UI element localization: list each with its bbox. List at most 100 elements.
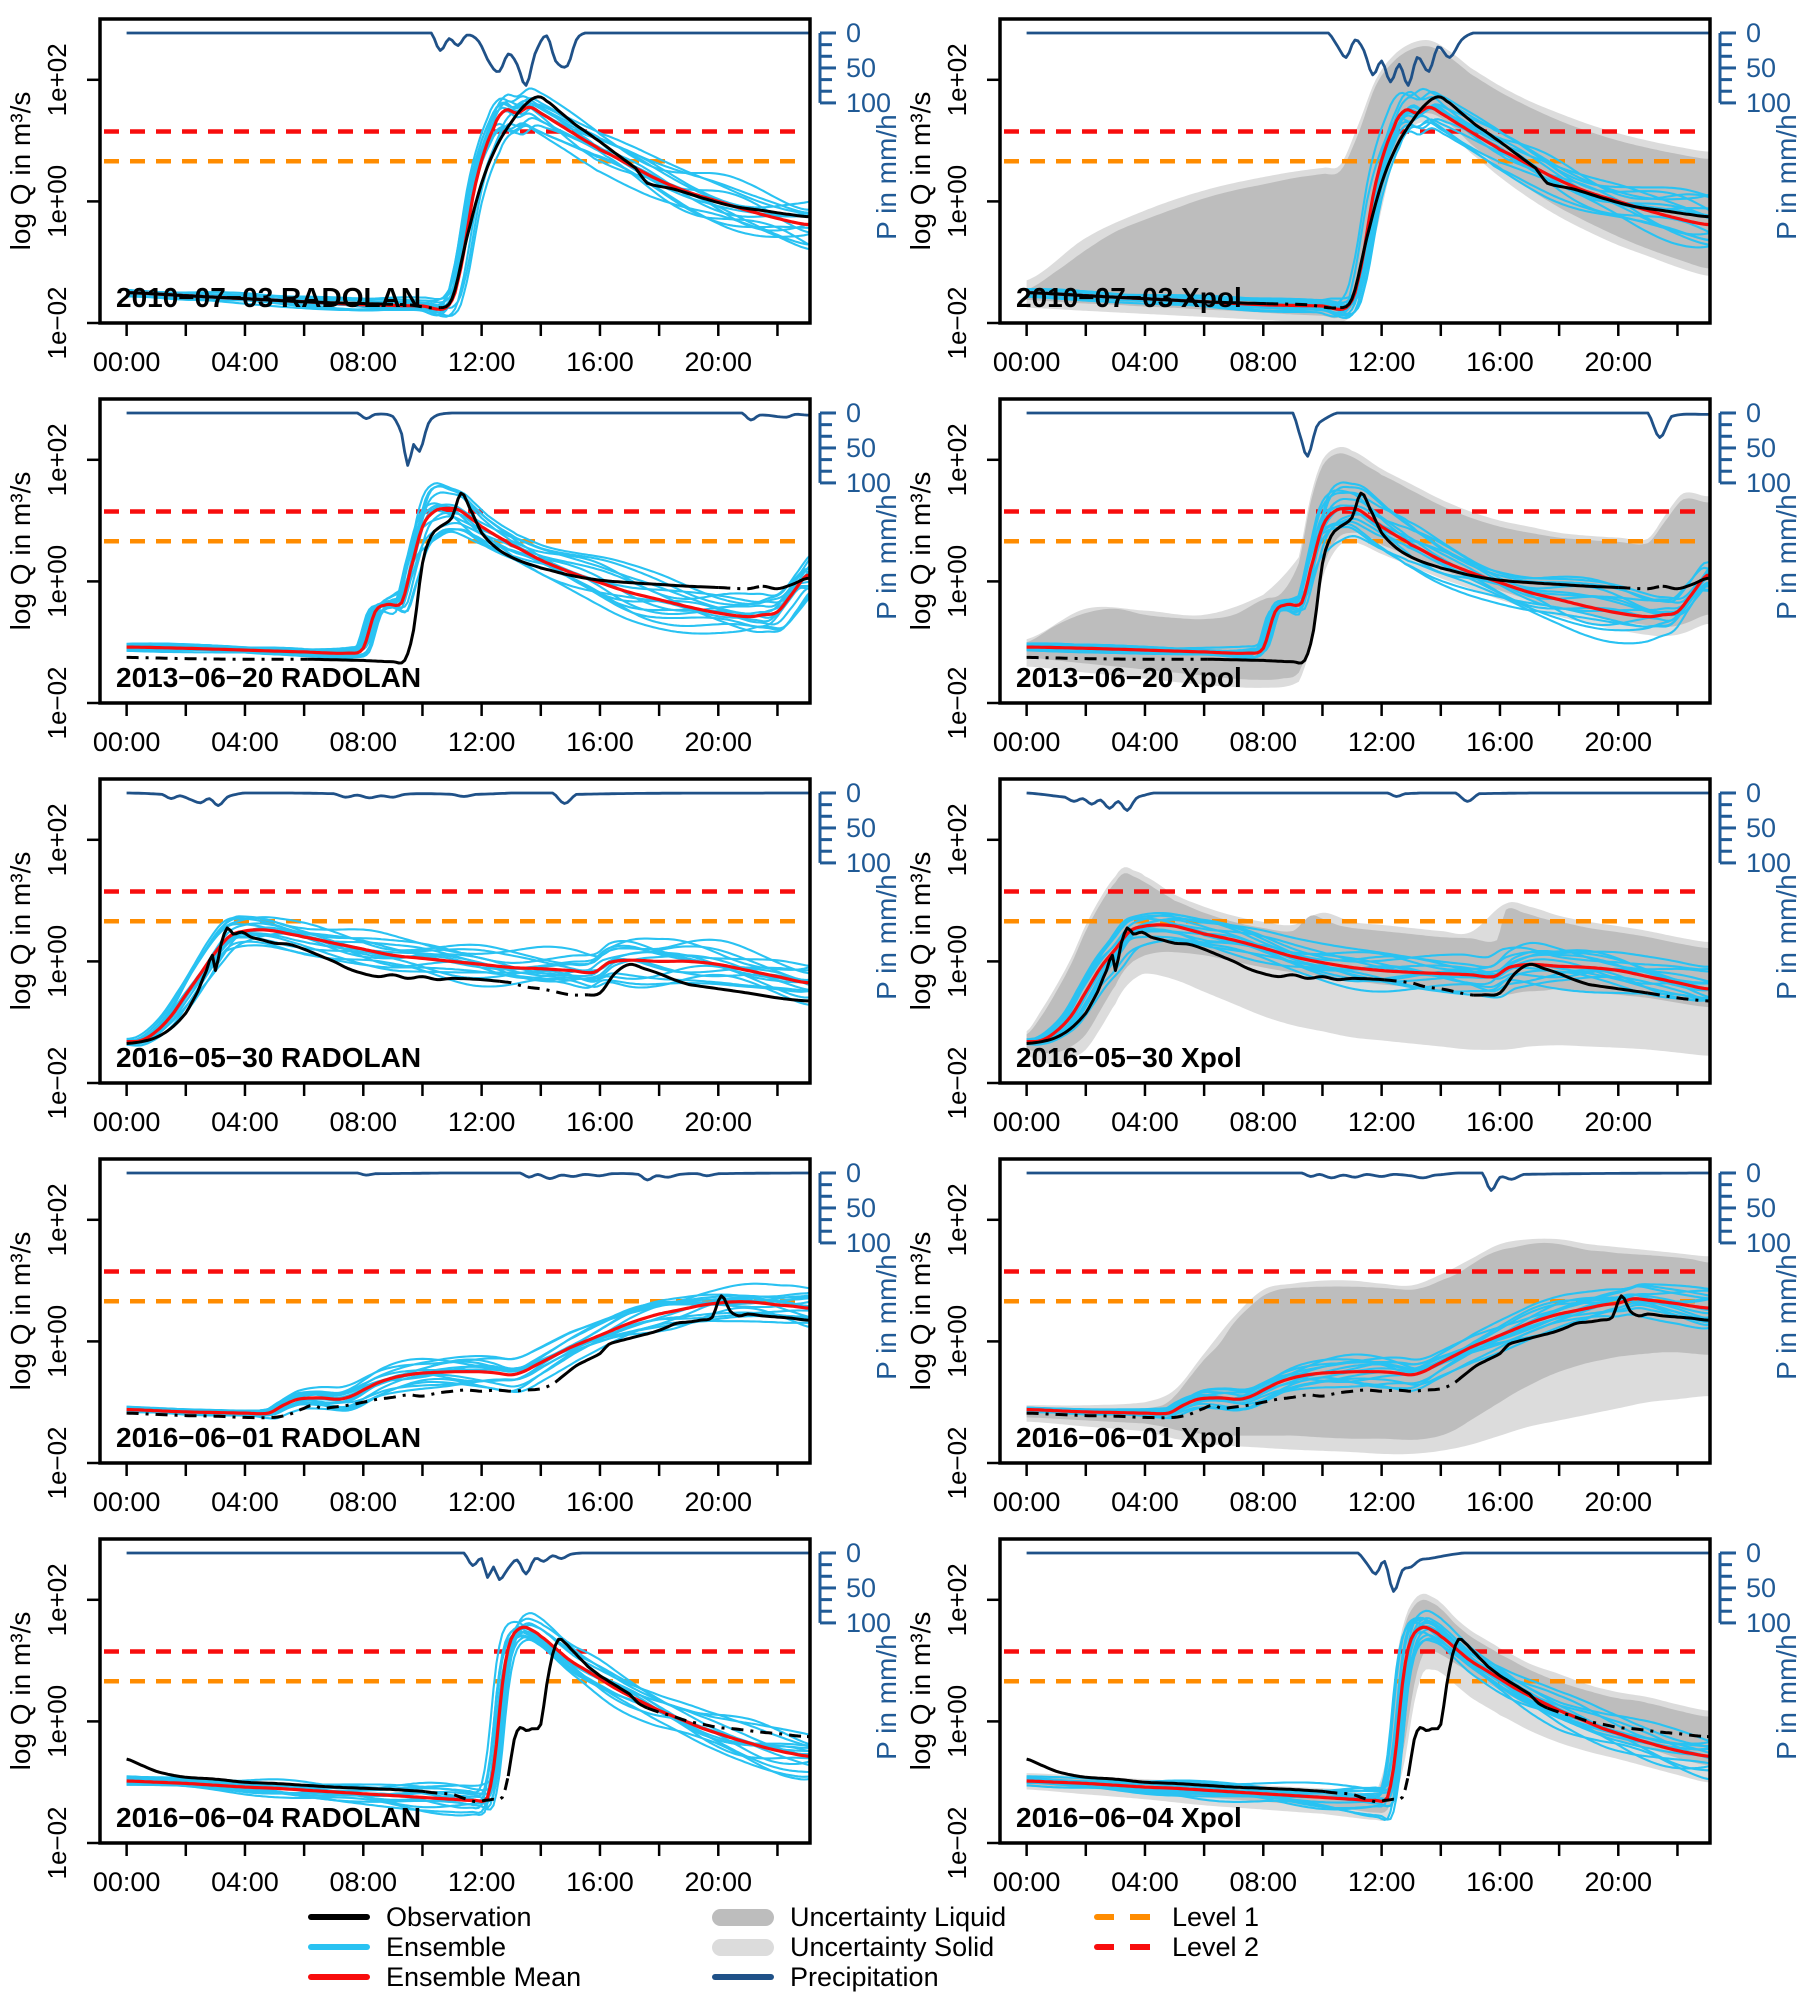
ensemble-member-line (126, 1620, 810, 1794)
ensemble-line-swatch (308, 1944, 370, 1950)
y-right-axis-title: P in mm/h (871, 114, 900, 240)
observation-line (1618, 584, 1663, 591)
y-right-tick-label: 50 (1746, 53, 1776, 83)
panel-2016-06-04-xpol: 2016−06−04 Xpol 00:00 04:00 08:00 12:00 16:00… (905, 1537, 1800, 1897)
precipitation-line (126, 31, 810, 87)
x-axis-tick-label: 00:00 (93, 727, 161, 757)
ensemble-member-line (126, 1291, 810, 1414)
x-axis-tick-label: 00:00 (93, 1107, 161, 1137)
ensemble-member-line (126, 1612, 810, 1790)
ensemble-member-line (1026, 917, 1710, 1043)
ensemble-member-line (1026, 1285, 1710, 1411)
level1-dash-swatch (1094, 1914, 1156, 1920)
x-axis-tick-label: 00:00 (993, 1107, 1061, 1137)
plot-area: 2016−06−01 Xpol (1004, 1171, 1710, 1455)
x-axis-tick-label: 08:00 (1230, 347, 1298, 377)
ensemble-member-line (1026, 1633, 1710, 1808)
y-left-tick-label: 1e+02 (42, 1183, 72, 1256)
observation-line (126, 655, 308, 661)
y-left-tick-label: 1e+02 (942, 423, 972, 496)
legend-item-level1: Level 1 (1094, 1902, 1259, 1932)
ensemble-mean-line (126, 1625, 810, 1804)
x-axis-tick-label: 20:00 (685, 1107, 753, 1137)
y-right-tick-label: 100 (1746, 1608, 1791, 1638)
y-right-tick-label: 0 (1746, 398, 1761, 428)
ensemble-mean-line (1026, 506, 1710, 655)
legend-label: Uncertainty Liquid (790, 1901, 1007, 1932)
panel-2013-06-20-xpol: 2013−06−20 Xpol 00:00 04:00 08:00 12:00 16:00… (905, 397, 1800, 757)
x-axis-tick-label: 00:00 (993, 727, 1061, 757)
x-axis-tick-label: 08:00 (1230, 727, 1298, 757)
legend-column-bands: Uncertainty Liquid Uncertainty Solid Pre… (712, 1902, 1006, 1992)
ensemble-mean-line-swatch (308, 1974, 370, 1980)
y-right-tick-label: 0 (1746, 1158, 1761, 1188)
panel-title: 2016−05−30 Xpol (1016, 1042, 1242, 1073)
y-right-tick-label: 0 (1746, 778, 1761, 808)
ensemble-mean-line (126, 1300, 810, 1416)
x-axis-tick-label: 00:00 (993, 347, 1061, 377)
y-left-axis-title: log Q in m³/s (5, 852, 36, 1011)
x-axis-tick-label: 12:00 (1348, 1867, 1416, 1897)
x-axis-tick-label: 12:00 (448, 1487, 516, 1517)
y-right-tick-label: 100 (846, 848, 891, 878)
y-right-axis-title: P in mm/h (871, 874, 900, 1000)
legend-label: Level 2 (1172, 1931, 1260, 1962)
y-left-tick-label: 1e+00 (942, 1685, 972, 1758)
x-axis-tick-label: 08:00 (1230, 1487, 1298, 1517)
y-left-axis-title: log Q in m³/s (5, 1232, 36, 1391)
ensemble-member-line (126, 944, 810, 1044)
panel-title: 2013−06−20 RADOLAN (116, 662, 421, 693)
x-axis-tick-label: 12:00 (1348, 727, 1416, 757)
y-right-tick-label: 50 (846, 1193, 876, 1223)
x-axis-tick-label: 04:00 (211, 1867, 279, 1897)
plot-area: 2013−06−20 Xpol (1004, 411, 1710, 693)
panel-border (998, 1157, 1712, 1465)
x-axis-tick-label: 16:00 (566, 1487, 634, 1517)
panel-border (998, 17, 1712, 325)
observation-line (1546, 1706, 1708, 1739)
precipitation-line-swatch (712, 1974, 774, 1980)
observation-line (1473, 962, 1649, 997)
x-axis-tick-label: 04:00 (1111, 1867, 1179, 1897)
x-axis-tick-label: 04:00 (211, 727, 279, 757)
uncertainty-liquid-band (1026, 1242, 1710, 1440)
panel-title: 2013−06−20 Xpol (1016, 662, 1242, 693)
x-axis-tick-label: 20:00 (1585, 727, 1653, 757)
y-right-tick-label: 100 (846, 468, 891, 498)
x-axis-tick-label: 00:00 (93, 347, 161, 377)
y-left-tick-label: 1e−02 (42, 1426, 72, 1499)
x-axis-tick-label: 08:00 (1230, 1107, 1298, 1137)
y-right-tick-label: 0 (846, 18, 861, 48)
legend-label: Ensemble Mean (386, 1961, 582, 1992)
x-axis-tick-label: 12:00 (1348, 347, 1416, 377)
x-axis-tick-label: 00:00 (993, 1487, 1061, 1517)
x-axis-tick-label: 12:00 (448, 1107, 516, 1137)
ensemble-member-line (126, 1294, 810, 1413)
y-left-tick-label: 1e−02 (42, 286, 72, 359)
ensemble-member-line (1026, 522, 1710, 657)
y-left-tick-label: 1e−02 (42, 1806, 72, 1879)
observation-line (588, 962, 810, 1003)
panel-border (998, 397, 1712, 705)
x-axis-tick-label: 04:00 (1111, 727, 1179, 757)
x-axis-tick-label: 04:00 (211, 1487, 279, 1517)
y-left-axis-title: log Q in m³/s (905, 92, 936, 251)
observation-line (1266, 302, 1341, 310)
observation-line (1340, 95, 1710, 310)
ensemble-member-line (126, 502, 810, 656)
y-right-axis-title: P in mm/h (871, 494, 900, 620)
y-right-tick-label: 50 (846, 1573, 876, 1603)
observation-line (1457, 1294, 1710, 1381)
panel-title: 2016−06−04 Xpol (1016, 1802, 1242, 1833)
y-left-tick-label: 1e−02 (42, 1046, 72, 1119)
x-axis-tick-label: 04:00 (1111, 347, 1179, 377)
x-axis-tick-label: 20:00 (685, 727, 753, 757)
y-right-tick-label: 50 (846, 813, 876, 843)
x-axis-tick-label: 16:00 (566, 1107, 634, 1137)
panel-border (98, 1157, 812, 1465)
x-axis-tick-label: 20:00 (1585, 1107, 1653, 1137)
panel-title: 2016−06−04 RADOLAN (116, 1802, 421, 1833)
x-axis-tick-label: 20:00 (685, 347, 753, 377)
y-right-axis-title: P in mm/h (1771, 1254, 1800, 1380)
